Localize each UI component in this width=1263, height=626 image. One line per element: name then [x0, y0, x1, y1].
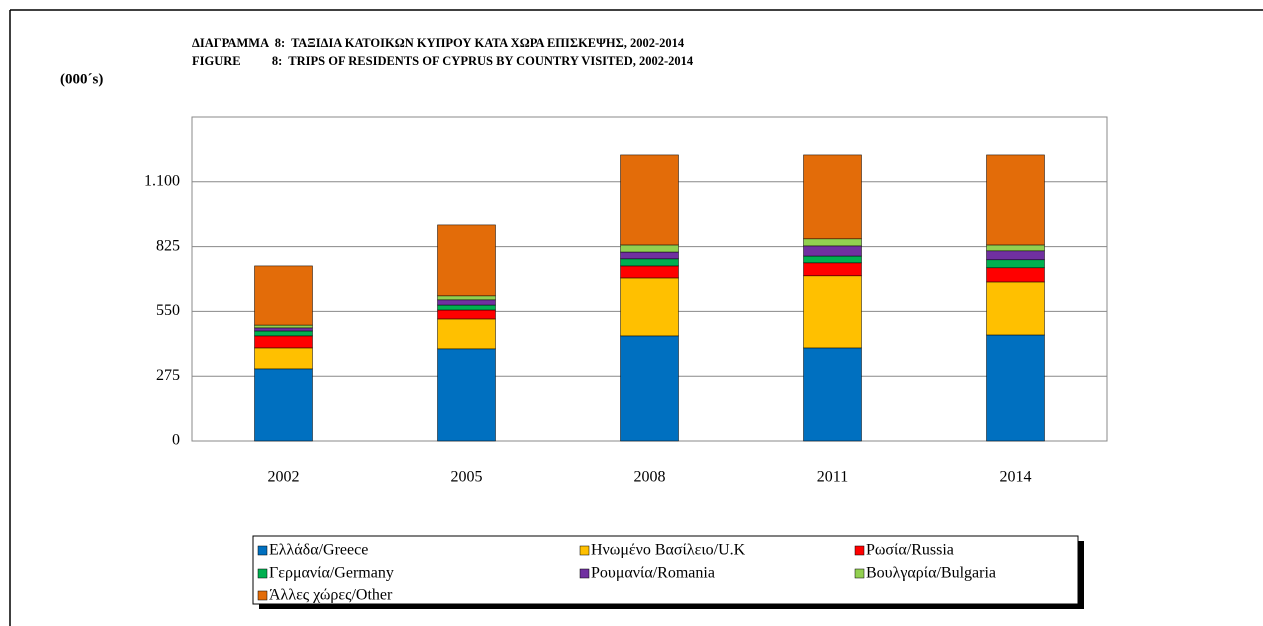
bar-segment	[803, 255, 862, 264]
y-tick-label: 550	[156, 302, 180, 319]
bar-segment	[803, 238, 862, 247]
bar-segment	[803, 275, 862, 349]
bar-segment	[620, 244, 679, 253]
bar-segment	[254, 335, 313, 349]
bar-segment	[254, 330, 313, 337]
bar-segment	[803, 154, 862, 240]
x-tick-label: 2014	[1000, 469, 1032, 486]
bar-segment	[437, 309, 496, 320]
legend-swatch	[579, 568, 590, 579]
y-tick-label: 1.100	[144, 172, 180, 189]
bar-segment	[437, 299, 496, 306]
bar-segment	[254, 324, 313, 329]
bar-segment	[620, 265, 679, 279]
bar-segment	[620, 277, 679, 337]
bar-segment	[803, 262, 862, 277]
legend-swatch	[854, 545, 865, 556]
chart-title: ΔΙΑΓΡΑΜΜΑ 8: ΤΑΞΙΔΙΑ ΚΑΤΟΙΚΩΝ ΚΥΠΡΟΥ ΚΑΤ…	[192, 36, 685, 50]
bar-segment	[437, 304, 496, 311]
bar-segment	[437, 318, 496, 350]
y-axis-label: (000´s)	[60, 71, 103, 87]
legend-label: Ελλάδα/Greece	[269, 542, 368, 559]
legend-label: Άλλες χώρες/Other	[269, 587, 393, 604]
x-tick-label: 2008	[634, 469, 666, 486]
legend	[252, 535, 1079, 605]
bar-segment	[254, 265, 313, 326]
bar-segment	[620, 258, 679, 267]
legend-label: Γερμανία/Germany	[269, 565, 394, 582]
chart-subtitle: FIGURE 8: TRIPS OF RESIDENTS OF CYPRUS B…	[192, 54, 694, 68]
legend-label: Ρουμανία/Romania	[591, 565, 715, 582]
bar-segment	[986, 259, 1045, 269]
x-tick-label: 2002	[268, 469, 300, 486]
bar-segment	[803, 245, 862, 257]
bar-segment	[986, 250, 1045, 261]
legend-swatch	[257, 545, 268, 556]
bar-segment	[620, 154, 679, 246]
bar-segment	[254, 368, 313, 442]
bar-segment	[620, 251, 679, 260]
bar-segment	[986, 244, 1045, 252]
legend-label: Ρωσία/Russia	[866, 542, 954, 559]
y-tick-label: 0	[172, 432, 180, 449]
x-tick-label: 2011	[817, 469, 848, 486]
y-tick-label: 275	[156, 367, 180, 384]
legend-label: Ηνωμένο Βασίλειο/U.K	[591, 542, 746, 559]
bar-segment	[254, 327, 313, 332]
x-tick-label: 2005	[451, 469, 483, 486]
legend-label: Βουλγαρία/Bulgaria	[866, 565, 996, 582]
bar-segment	[986, 267, 1045, 283]
bar-segment	[254, 347, 313, 370]
legend-swatch	[257, 590, 268, 601]
bar-segment	[437, 224, 496, 297]
bar-segment	[803, 347, 862, 442]
y-tick-label: 825	[156, 237, 180, 254]
bar-segment	[986, 334, 1045, 442]
legend-swatch	[257, 568, 268, 579]
bar-segment	[620, 335, 679, 442]
bar-segment	[437, 295, 496, 301]
bar-segment	[437, 348, 496, 442]
bar-segment	[986, 281, 1045, 336]
legend-swatch	[579, 545, 590, 556]
legend-swatch	[854, 568, 865, 579]
bar-segment	[986, 154, 1045, 246]
